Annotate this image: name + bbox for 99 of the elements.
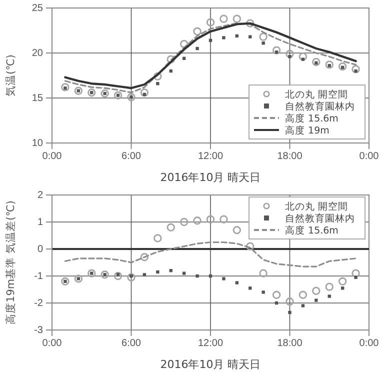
point <box>100 270 109 279</box>
point <box>232 226 242 234</box>
y-axis-title: 高度19m基準 気温差(℃) <box>4 200 17 324</box>
point <box>325 282 334 291</box>
point <box>61 277 70 286</box>
point <box>262 290 265 294</box>
x-tick-label: 0:00 <box>42 338 62 350</box>
point <box>312 58 320 66</box>
x-axis-title: 2016年10月 晴天日 <box>160 358 261 371</box>
point <box>235 281 239 284</box>
point <box>286 298 294 306</box>
point <box>246 19 254 28</box>
y-tick-label: -3 <box>34 325 44 336</box>
point <box>259 32 268 41</box>
point <box>142 273 146 276</box>
point <box>166 223 175 232</box>
x-tick-label: 6:00 <box>122 338 142 350</box>
point <box>154 234 162 242</box>
point <box>301 58 305 61</box>
y-tick-label: 15 <box>32 93 44 104</box>
point <box>88 88 96 97</box>
y-tick-label: -2 <box>34 298 44 310</box>
y-tick-label: -1 <box>34 271 44 282</box>
x-tick-label: 12:00 <box>198 338 224 350</box>
point <box>156 82 160 86</box>
point <box>288 310 292 314</box>
point <box>166 55 175 64</box>
point <box>325 60 334 69</box>
y-tick-label: 10 <box>32 138 44 150</box>
point <box>288 55 292 58</box>
point <box>220 215 228 224</box>
y-tick-label: 2 <box>37 190 44 202</box>
x-tick-label: 6:00 <box>122 151 142 162</box>
point <box>272 290 281 299</box>
point <box>259 269 268 278</box>
point <box>352 65 360 74</box>
point <box>220 14 228 23</box>
point <box>61 83 70 92</box>
x-tick-label: 0:00 <box>359 151 380 162</box>
line-series <box>64 241 357 268</box>
point <box>222 36 226 40</box>
point <box>248 286 252 290</box>
legend-label: 北の丸 開空間 <box>285 200 348 212</box>
point <box>154 72 162 80</box>
point <box>298 52 308 61</box>
y-axis-title: 気温(℃) <box>5 54 17 96</box>
x-tick-label: 18:00 <box>277 338 303 350</box>
legend-label: 高度 15.6m <box>285 112 338 124</box>
point <box>114 272 122 280</box>
point <box>222 277 226 280</box>
point <box>127 273 136 282</box>
legend-label: 高度 15.6m <box>285 224 338 236</box>
point <box>180 218 188 226</box>
point <box>74 274 83 283</box>
x-tick-label: 12:00 <box>198 151 224 162</box>
point <box>140 88 149 97</box>
point <box>127 93 136 102</box>
point <box>340 286 344 290</box>
point <box>312 286 320 295</box>
x-tick-label: 0:00 <box>359 338 380 350</box>
point <box>100 89 109 98</box>
point <box>182 272 186 275</box>
point <box>180 40 188 48</box>
point <box>301 304 305 308</box>
point <box>88 269 96 278</box>
point <box>314 298 318 302</box>
legend-label: 高度 19m <box>285 124 330 136</box>
y-tick-label: 1 <box>37 217 44 228</box>
y-tick-label: 25 <box>32 3 44 14</box>
x-tick-label: 0:00 <box>42 151 62 162</box>
point <box>114 91 122 100</box>
y-tick-label: 20 <box>32 48 44 60</box>
point <box>196 274 199 278</box>
point <box>140 253 149 262</box>
point <box>206 215 215 224</box>
point <box>196 46 199 50</box>
point <box>206 18 215 26</box>
x-axis-title: 2016年10月 晴天日 <box>160 171 261 184</box>
point <box>193 27 202 36</box>
point <box>338 62 347 71</box>
point <box>328 294 331 298</box>
point <box>338 277 347 286</box>
point <box>246 242 254 250</box>
point <box>156 270 160 274</box>
y-tick-label: 0 <box>37 244 44 256</box>
point <box>262 42 265 45</box>
legend-label: 北の丸 開空間 <box>285 88 348 100</box>
point <box>352 269 360 278</box>
point <box>286 50 294 58</box>
point <box>354 276 358 279</box>
point <box>272 46 281 54</box>
point <box>74 86 83 95</box>
point <box>232 14 242 23</box>
x-tick-label: 18:00 <box>277 151 303 162</box>
point <box>298 290 308 299</box>
point <box>248 35 252 38</box>
legend-label: 自然教育園林内 <box>285 212 355 224</box>
point <box>193 216 202 225</box>
legend-label: 自然教育園林内 <box>285 100 355 112</box>
